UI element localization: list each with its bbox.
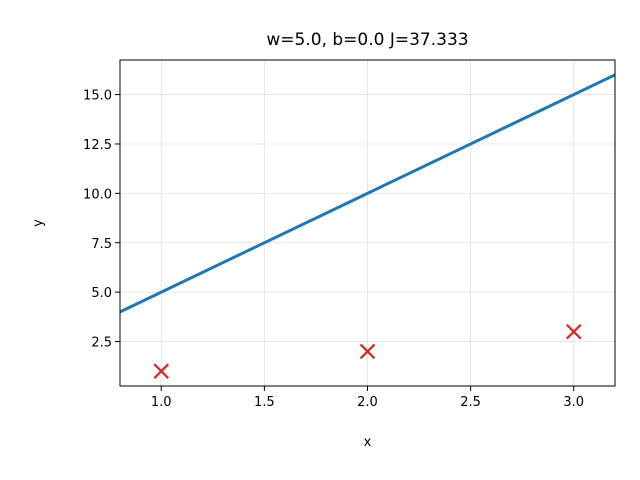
data-point-marker (153, 363, 170, 379)
x-tick-label: 2.5 (460, 395, 481, 410)
y-axis-label: y (31, 219, 46, 227)
y-tick-label: 10.0 (83, 187, 112, 202)
marker-stroke (359, 343, 376, 360)
x-tick-label: 1.5 (254, 395, 275, 410)
data-point-marker (565, 323, 582, 340)
y-tick-label: 5.0 (91, 286, 112, 301)
x-tick-label: 2.0 (357, 395, 378, 410)
chart-title: w=5.0, b=0.0 J=37.333 (266, 30, 468, 50)
x-tick-label: 3.0 (563, 395, 584, 410)
plot-area (120, 73, 615, 379)
marker-stroke (565, 323, 582, 340)
y-tick-label: 15.0 (83, 89, 112, 104)
grid-lines (120, 60, 615, 386)
fit-line (120, 73, 615, 314)
y-tick-label: 7.5 (91, 237, 112, 252)
x-axis-label: x (364, 435, 372, 450)
marker-stroke (153, 363, 170, 379)
x-tick-label: 1.0 (151, 395, 172, 410)
y-tick-label: 2.5 (91, 336, 112, 351)
y-tick-label: 12.5 (83, 138, 112, 153)
data-point-marker (359, 343, 376, 360)
axis-ticks: 1.0 1.5 2.0 2.5 3.0 2.5 5.0 7.5 10.0 12.5 15.0 (83, 89, 584, 410)
